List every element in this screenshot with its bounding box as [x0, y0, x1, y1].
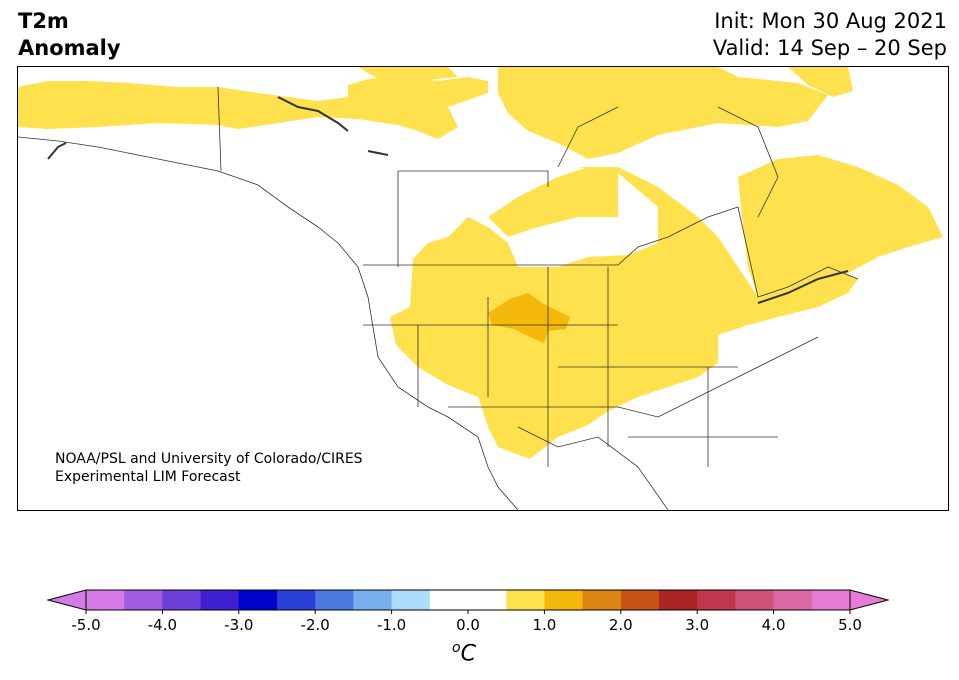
title-line-1: T2m — [18, 9, 69, 33]
colorbar-segment — [124, 590, 163, 610]
credit-line-2: Experimental LIM Forecast — [55, 469, 241, 485]
colorbar-segment — [735, 590, 775, 610]
colorbar-segment — [353, 590, 393, 610]
colorbar-tick-label: -2.0 — [301, 616, 330, 634]
colorbar-under-arrow — [46, 589, 87, 611]
colorbar-segment — [811, 590, 851, 610]
colorbar-tick-label: 0.0 — [456, 616, 480, 634]
map-credit: NOAA/PSL and University of Colorado/CIRE… — [55, 450, 363, 486]
colorbar-over-arrow — [849, 589, 890, 611]
init-date: Init: Mon 30 Aug 2021 — [714, 9, 947, 33]
colorbar-segment — [697, 590, 736, 610]
colorbar-segment — [468, 590, 507, 610]
map-panel — [17, 66, 949, 511]
colorbar-segment — [773, 590, 813, 610]
colorbar-segment — [315, 590, 354, 610]
colorbar-tick-label: 3.0 — [685, 616, 709, 634]
anomaly-shading-moderate — [488, 293, 570, 343]
colorbar-segment — [659, 590, 698, 610]
rivers-dark — [47, 96, 849, 304]
valid-date: Valid: 14 Sep – 20 Sep — [712, 36, 947, 60]
colorbar-segment — [200, 590, 240, 610]
colorbar-graphic: -5.0 -4.0 -3.0 -2.0 -1.0 0.0 1.0 2.0 3.0 4.0 5.0 — [46, 589, 890, 634]
forecast-dates: Init: Mon 30 Aug 2021 Valid: 14 Sep – 20… — [713, 8, 947, 62]
anomaly-map — [18, 67, 943, 510]
colorbar-tick-label: -5.0 — [71, 616, 100, 634]
title-line-2: Anomaly — [18, 36, 121, 60]
colorbar-tick-label: -4.0 — [148, 616, 177, 634]
colorbar-tick-label: 1.0 — [532, 616, 556, 634]
colorbar-unit: oC — [452, 640, 476, 666]
colorbar-segment — [506, 590, 545, 610]
anomaly-shading-weak — [18, 67, 943, 459]
colorbar: -5.0 -4.0 -3.0 -2.0 -1.0 0.0 1.0 2.0 3.0 4.0 5.0 — [0, 585, 959, 649]
colorbar-segment — [429, 590, 469, 610]
colorbar-segment — [391, 590, 431, 610]
degree-symbol: o — [452, 640, 461, 656]
colorbar-tick-label: 5.0 — [838, 616, 862, 634]
map-title: T2m Anomaly — [18, 8, 121, 62]
colorbar-segment — [277, 590, 316, 610]
colorbar-tick-label: 2.0 — [609, 616, 633, 634]
coastlines-borders — [18, 86, 859, 510]
colorbar-tick-label: -1.0 — [377, 616, 406, 634]
colorbar-segment — [238, 590, 278, 610]
colorbar-segment — [620, 590, 660, 610]
colorbar-segment — [86, 590, 125, 610]
colorbar-segment — [162, 590, 202, 610]
colorbar-tick-label: -3.0 — [224, 616, 253, 634]
colorbar-segment — [582, 590, 622, 610]
credit-line-1: NOAA/PSL and University of Colorado/CIRE… — [55, 451, 363, 467]
colorbar-segment — [544, 590, 584, 610]
colorbar-tick-label: 4.0 — [762, 616, 786, 634]
unit-letter: C — [460, 641, 476, 667]
